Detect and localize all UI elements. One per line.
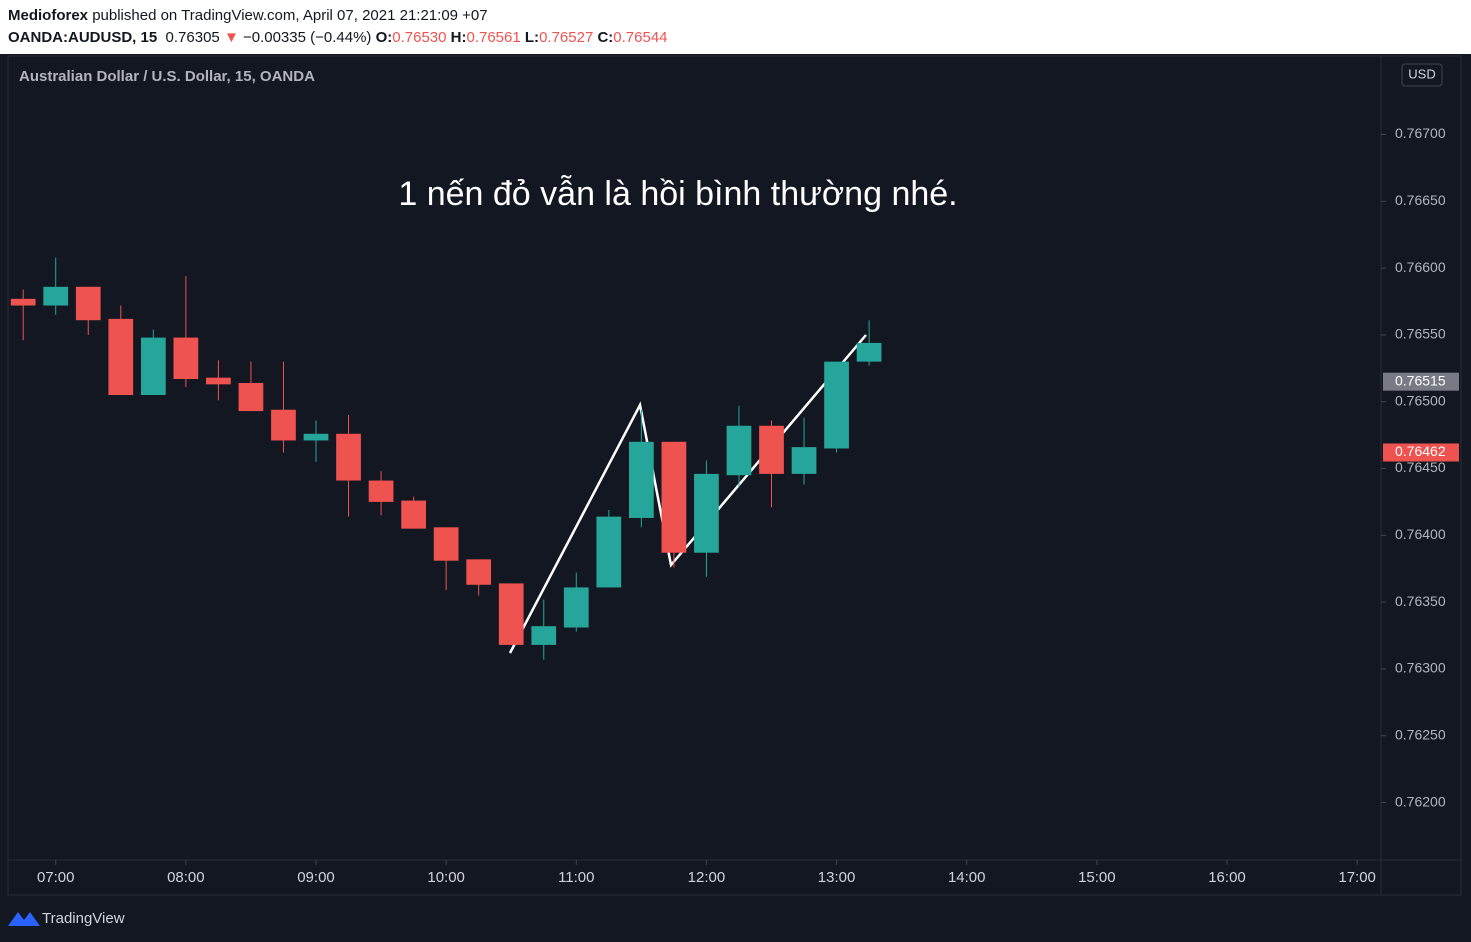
close-label: C:: [597, 29, 614, 46]
candle-body: [173, 337, 199, 380]
price-label: 0.76462: [1395, 443, 1446, 459]
currency-box: [1401, 63, 1443, 87]
low-label: L:: [524, 29, 540, 46]
brand: TradingView: [42, 910, 125, 927]
x-tick-label: 09:00: [297, 869, 335, 886]
published: published on TradingView.com, April 07, …: [92, 7, 488, 24]
price-label-box: [1383, 443, 1459, 462]
candle-body: [140, 337, 166, 396]
candle-body: [75, 286, 101, 321]
candle-body: [824, 361, 849, 449]
publish-line: Medioforex published on TradingView.com,…: [8, 7, 488, 24]
candle-body: [759, 425, 784, 474]
x-tick-label: 14:00: [948, 869, 986, 886]
quote-line: OANDA:AUDUSD, 15 0.76305 ▼ −0.00335 (−0.…: [8, 29, 668, 46]
y-tick-label: 0.76200: [1395, 793, 1446, 809]
x-tick-label: 16:00: [1208, 869, 1246, 886]
candle-body: [336, 433, 361, 481]
candle-body: [271, 409, 296, 441]
candle-body: [466, 559, 492, 585]
frame: [7, 55, 1462, 896]
plot: 0.76200 0.76250 0.76300 0.76350 0.76400 0.764…: [10, 125, 1459, 886]
candle-body: [563, 587, 589, 628]
x-tick-label: 07:00: [37, 869, 75, 886]
candle-body: [856, 342, 882, 362]
author: Medioforex: [8, 7, 89, 24]
candle-body: [238, 383, 264, 412]
candle-body: [531, 626, 557, 645]
arrow: ▼: [223, 29, 239, 46]
x-tick-label: 17:00: [1338, 869, 1376, 886]
candle-body: [596, 516, 622, 588]
y-tick-label: 0.76600: [1395, 259, 1446, 275]
candle-body: [433, 527, 459, 561]
x-tick-label: 08:00: [167, 869, 205, 886]
candle-body: [694, 473, 719, 553]
candle-body: [206, 377, 231, 385]
close-value: 0.76544: [613, 29, 668, 46]
y-tick-label: 0.76650: [1395, 192, 1446, 208]
low-value: 0.76527: [539, 29, 594, 46]
chart-title: Australian Dollar / U.S. Dollar, 15, OAN…: [19, 68, 315, 85]
trend-drawing: [508, 334, 867, 654]
currency: USD: [1408, 66, 1435, 81]
x-tick-label: 11:00: [558, 869, 594, 886]
y-tick-label: 0.76350: [1395, 593, 1446, 609]
annotation: 1 nến đỏ vẫn là hồi bình thường nhé.: [398, 175, 957, 213]
high-label: H:: [450, 29, 467, 46]
high-value: 0.76561: [466, 29, 521, 46]
candle-body: [791, 447, 817, 474]
y-tick-label: 0.76500: [1395, 392, 1446, 408]
price-label-box: [1383, 372, 1459, 391]
candle-body: [401, 500, 426, 529]
y-tick-label: 0.76700: [1395, 125, 1446, 141]
last-price: 0.76305: [165, 29, 220, 46]
y-tick-label: 0.76450: [1395, 459, 1446, 475]
y-tick-label: 0.76550: [1395, 326, 1446, 342]
candle-body: [10, 298, 36, 306]
candle-body: [108, 318, 134, 396]
price-label: 0.76515: [1395, 372, 1446, 388]
x-tick-label: 13:00: [818, 869, 856, 886]
header: Medioforex published on TradingView.com,…: [0, 0, 1471, 54]
x-tick-label: 10:00: [427, 869, 465, 886]
candle-body: [498, 583, 524, 645]
logo: [8, 912, 40, 926]
candle-body: [661, 441, 687, 553]
y-tick-label: 0.76300: [1395, 660, 1446, 676]
x-tick-label: 12:00: [688, 869, 726, 886]
candle-body: [43, 286, 69, 306]
candle-body: [303, 433, 329, 441]
logo-shape: [8, 912, 40, 926]
candle-body: [726, 425, 752, 476]
x-tick-label: 15:00: [1078, 869, 1116, 886]
symbol: OANDA:AUDUSD, 15: [8, 29, 158, 46]
open-value: 0.76530: [392, 29, 447, 46]
candle-body: [368, 480, 394, 502]
y-tick-label: 0.76250: [1395, 726, 1446, 742]
candle-body: [628, 441, 654, 518]
open-label: O:: [375, 29, 393, 46]
y-tick-label: 0.76400: [1395, 526, 1446, 542]
change: −0.00335 (−0.44%): [242, 29, 372, 46]
